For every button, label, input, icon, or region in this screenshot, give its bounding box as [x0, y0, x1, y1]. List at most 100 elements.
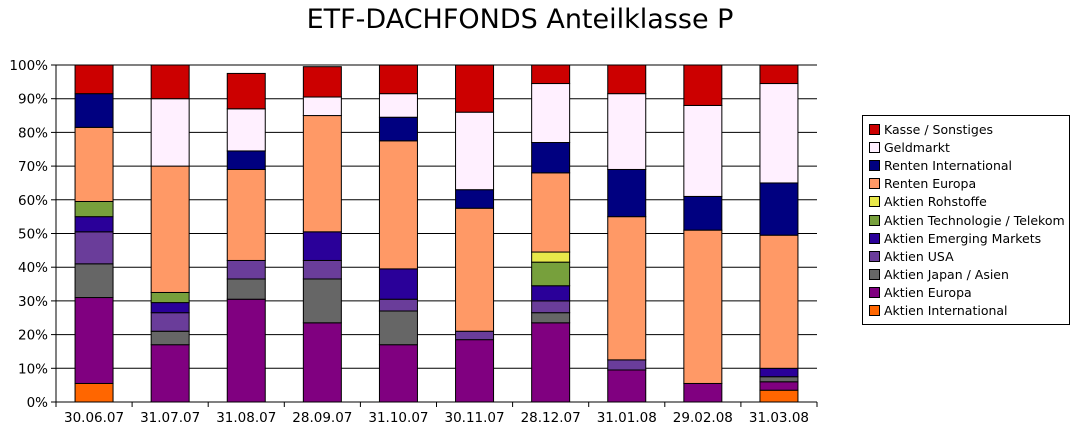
y-tick-label: 70%: [18, 159, 48, 175]
bar-segment: [759, 367, 799, 378]
bar-segment: [226, 150, 266, 170]
bar-segment: [531, 251, 571, 263]
chart-title: ETF-DACHFONDS Anteilklasse P: [306, 4, 734, 35]
bar-segment: [74, 64, 114, 95]
bar-segment: [74, 382, 114, 403]
y-tick-label: 40%: [18, 260, 48, 276]
bar-segment: [455, 207, 495, 332]
bar-segment: [455, 189, 495, 209]
bar-segment: [226, 259, 266, 280]
legend-label: Aktien Europa: [884, 285, 972, 301]
bar-segment: [683, 229, 723, 384]
bar-segment: [378, 310, 418, 346]
y-tick-label: 60%: [18, 193, 48, 209]
bar-segment: [607, 168, 647, 218]
x-tick-label: 31.08.07: [216, 410, 276, 426]
bar-segment: [302, 66, 342, 98]
bar-segment: [74, 93, 114, 128]
y-tick-label: 10%: [18, 361, 48, 377]
bar-segment: [455, 339, 495, 403]
bar-segment: [150, 344, 190, 403]
legend-swatch: [869, 269, 880, 281]
bar-segment: [455, 330, 495, 341]
bar-segment: [150, 312, 190, 332]
legend-swatch: [869, 178, 880, 190]
x-tick-label: 31.01.08: [597, 410, 657, 426]
bar-segment: [759, 389, 799, 403]
legend-label: Kasse / Sonstiges: [884, 121, 994, 137]
legend-label: Renten Europa: [884, 176, 977, 192]
bar-segment: [607, 64, 647, 95]
x-tick-label: 29.02.08: [673, 410, 733, 426]
legend-item: Renten International: [869, 156, 1069, 174]
bar-segment: [302, 231, 342, 261]
bar-segment: [74, 200, 114, 218]
x-tick-labels: 30.06.07 31.07.07 31.08.07 28.09.07 31.10.07…: [64, 410, 809, 426]
legend-swatch: [869, 250, 880, 262]
bar-segment: [759, 64, 799, 85]
legend-swatch: [869, 214, 880, 226]
legend-swatch: [869, 141, 880, 153]
bar-segment: [531, 64, 571, 85]
bar-segment: [150, 330, 190, 346]
bar-segment: [759, 83, 799, 184]
bar-segment: [607, 216, 647, 361]
bar-segment: [378, 268, 418, 300]
legend-label: Geldmarkt: [884, 139, 950, 155]
bar-segment: [607, 369, 647, 403]
bar-segment: [150, 165, 190, 293]
bar-segment: [302, 322, 342, 403]
x-tick-label: 28.09.07: [292, 410, 352, 426]
legend-label: Aktien Technologie / Telekom: [884, 212, 1065, 228]
legend-swatch: [869, 123, 880, 135]
bar-segment: [531, 300, 571, 314]
y-tick-label: 50%: [18, 227, 48, 243]
bar-segment: [378, 64, 418, 95]
axis-layer: [51, 64, 818, 407]
bar-segment: [759, 376, 799, 383]
y-tick-labels: 0% 10% 20% 30% 40% 50% 60% 70% 80% 90% 100%: [9, 58, 48, 411]
x-tick-label: 31.10.07: [368, 410, 428, 426]
bar-segment: [150, 302, 190, 314]
bars-layer: [74, 64, 799, 403]
legend-swatch: [869, 159, 880, 171]
legend-item: Aktien Europa: [869, 284, 1069, 302]
legend-item: Aktien Japan / Asien: [869, 266, 1069, 284]
x-tick-label: 30.11.07: [444, 410, 504, 426]
legend-item: Kasse / Sonstiges: [869, 120, 1069, 138]
legend-item: Aktien Rohstoffe: [869, 193, 1069, 211]
legend-item: Aktien Emerging Markets: [869, 229, 1069, 247]
legend-label: Renten International: [884, 157, 1013, 173]
bar-segment: [683, 382, 723, 403]
bar-segment: [531, 312, 571, 324]
bar-segment: [302, 96, 342, 117]
legend-label: Aktien Rohstoffe: [884, 194, 987, 210]
bar-segment: [302, 259, 342, 280]
legend-item: Renten Europa: [869, 175, 1069, 193]
legend-item: Geldmarkt: [869, 138, 1069, 156]
bar-segment: [226, 72, 266, 110]
legend-item: Aktien International: [869, 302, 1069, 320]
bar-segment: [531, 142, 571, 174]
bar-segment: [74, 263, 114, 299]
bar-segment: [607, 359, 647, 371]
bar-segment: [74, 297, 114, 384]
legend-label: Aktien International: [884, 303, 1008, 319]
bar-segment: [683, 64, 723, 106]
bar-segment: [531, 322, 571, 403]
bar-segment: [302, 115, 342, 233]
bar-segment: [74, 126, 114, 202]
y-tick-label: 20%: [18, 328, 48, 344]
bar-segment: [378, 344, 418, 403]
legend: Kasse / Sonstiges Geldmarkt Renten Interna…: [862, 115, 1070, 325]
y-tick-label: 90%: [18, 92, 48, 108]
bar-segment: [150, 64, 190, 100]
legend-swatch: [869, 232, 880, 244]
bar-segment: [683, 195, 723, 231]
bar-segment: [759, 234, 799, 369]
legend-label: Aktien Japan / Asien: [884, 267, 1009, 283]
legend-label: Aktien Emerging Markets: [884, 230, 1042, 246]
bar-segment: [759, 182, 799, 236]
legend-swatch: [869, 287, 880, 299]
bar-segment: [226, 168, 266, 261]
